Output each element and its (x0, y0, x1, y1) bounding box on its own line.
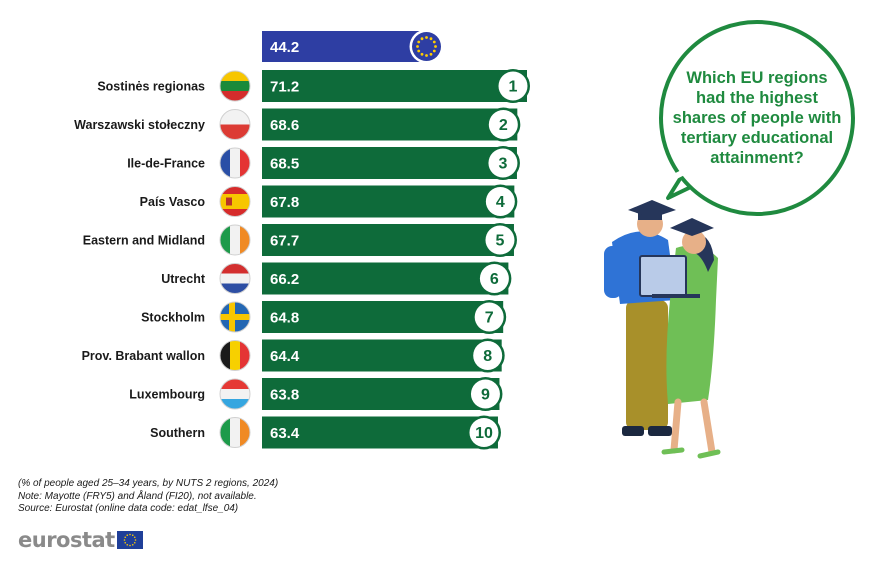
bar (262, 70, 527, 102)
rank-badge: 8 (470, 338, 505, 373)
bar-row: País Vasco 67.8 4 (140, 184, 518, 219)
rank-badge: 2 (486, 107, 521, 142)
flag-icon (219, 224, 251, 256)
rank-label: 8 (483, 348, 492, 365)
bar-row: Warszawski stołeczny 68.6 2 (74, 107, 521, 142)
bar (262, 416, 498, 449)
rank-badge: 5 (482, 223, 517, 257)
bar (262, 224, 514, 256)
flag-icon (219, 147, 251, 179)
rank-label: 10 (475, 425, 493, 442)
eu-average-label: 44.2 (270, 39, 299, 56)
flag-icon (219, 417, 251, 448)
bar-row: Sostinės regionas 71.2 1 (97, 69, 530, 103)
graduates-illustration (604, 200, 721, 459)
flag-icon (219, 109, 251, 140)
bar-row: Utrecht 66.2 6 (161, 261, 512, 296)
category-label: Sostinės regionas (97, 80, 205, 94)
category-label: Utrecht (161, 272, 206, 286)
rank-label: 2 (499, 117, 508, 134)
category-label: Stockholm (141, 311, 205, 325)
category-label: Eastern and Midland (83, 234, 205, 248)
chart-notes: (% of people aged 25–34 years, by NUTS 2… (18, 478, 418, 516)
eu-flag-icon (409, 29, 444, 64)
value-label: 68.5 (270, 156, 299, 173)
bar (262, 339, 502, 372)
rank-badge: 4 (483, 184, 518, 219)
flag-icon (219, 70, 251, 102)
rank-badge: 6 (477, 261, 512, 296)
bar (262, 108, 518, 141)
eu-average-bar (262, 31, 427, 62)
category-label: Ile-de-France (127, 157, 205, 171)
rank-badge: 1 (496, 69, 530, 103)
graduate-man (604, 200, 676, 436)
category-label: Warszawski stołeczny (74, 118, 205, 132)
note-units: (% of people aged 25–34 years, by NUTS 2… (18, 478, 279, 489)
category-label: Luxembourg (129, 388, 205, 402)
rank-label: 5 (496, 233, 505, 250)
bar-row: Prov. Brabant wallon 64.4 8 (82, 338, 505, 373)
value-label: 64.8 (270, 310, 299, 327)
bar-row: Southern 63.4 10 (150, 415, 501, 450)
graduate-woman (661, 218, 721, 459)
bar (262, 301, 504, 333)
bar-row: Eastern and Midland 67.7 5 (83, 223, 517, 257)
value-label: 63.4 (270, 425, 300, 442)
rank-label: 4 (496, 194, 505, 211)
rank-label: 6 (490, 271, 499, 288)
bar-row: Luxembourg 63.8 9 (129, 377, 503, 411)
category-label: País Vasco (140, 195, 206, 209)
rank-badge: 3 (485, 146, 520, 180)
rank-badge: 9 (468, 377, 503, 411)
rank-label: 7 (485, 310, 494, 327)
eu-flag-icon (116, 531, 143, 549)
question-text: Which EU regions had the highest shares … (672, 69, 842, 167)
bar (262, 147, 517, 179)
flag-icon (219, 340, 251, 371)
bars-group: Sostinės regionas 71.2 1 Warszawski stołecz… (74, 69, 530, 450)
bar-row: Ile-de-France 68.5 3 (127, 146, 520, 180)
category-label: Southern (150, 426, 205, 440)
rank-label: 9 (481, 387, 490, 404)
value-label: 64.4 (270, 348, 300, 365)
bar (262, 378, 500, 410)
value-label: 63.8 (270, 387, 299, 404)
rank-label: 1 (509, 79, 518, 96)
speech-bubble (659, 20, 855, 216)
logo-text: eurostat (18, 528, 115, 552)
value-label: 67.8 (270, 194, 299, 211)
rank-badge: 7 (472, 300, 507, 334)
note-source: Source: Eurostat (online data code: edat… (18, 503, 239, 514)
value-label: 68.6 (270, 117, 299, 134)
category-label: Prov. Brabant wallon (82, 349, 205, 363)
flag-icon (219, 263, 251, 294)
note-missing: Note: Mayotte (FRY5) and Åland (FI20), n… (18, 490, 257, 502)
eu-average-group: 44.2 (262, 29, 444, 64)
eurostat-logo: eurostat (18, 528, 143, 552)
value-label: 71.2 (270, 79, 299, 96)
bar-row: Stockholm 64.8 7 (141, 300, 507, 334)
flag-icon (219, 186, 251, 217)
flag-icon (219, 378, 251, 410)
value-label: 66.2 (270, 271, 299, 288)
value-label: 67.7 (270, 233, 299, 250)
bar (262, 185, 515, 218)
rank-badge: 10 (466, 415, 501, 450)
flag-icon (219, 301, 251, 333)
rank-label: 3 (498, 156, 507, 173)
bar (262, 262, 509, 295)
